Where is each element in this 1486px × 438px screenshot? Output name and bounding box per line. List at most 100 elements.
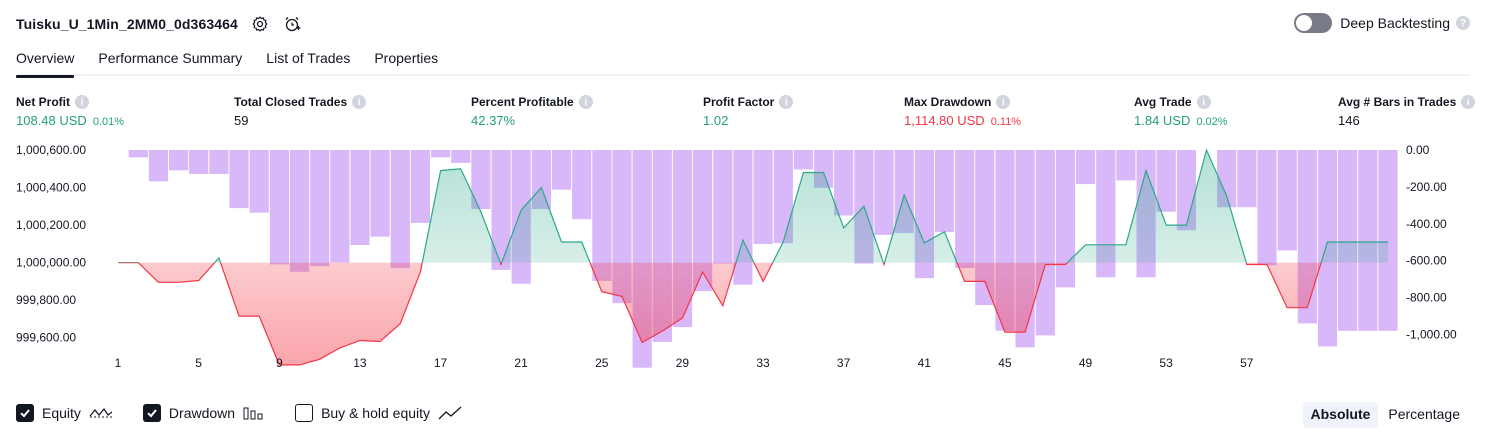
drawdown-bar xyxy=(390,150,410,269)
tab-bar: Overview Performance Summary List of Tra… xyxy=(16,46,1470,78)
absolute-button[interactable]: Absolute xyxy=(1302,402,1379,428)
tab-properties[interactable]: Properties xyxy=(374,50,439,66)
equity-drawdown-chart[interactable]: 1,000,600.00 1,000,400.00 1,000,200.00 1,00… xyxy=(0,138,1486,370)
drawdown-bar xyxy=(1378,150,1398,331)
deep-backtesting-toggle[interactable] xyxy=(1294,13,1333,33)
x-tick-label: 41 xyxy=(918,356,932,370)
y-left-tick-label: 1,000,000.00 xyxy=(16,256,86,270)
metric-net-profit: Net Profit i 108.48 USD 0.01% xyxy=(16,94,124,128)
metric-value: 1,114.80 USD xyxy=(904,113,985,128)
help-icon[interactable]: ? xyxy=(1456,16,1470,30)
help-icon[interactable]: i xyxy=(1461,95,1476,109)
drawdown-bar xyxy=(693,150,713,292)
drawdown-bar xyxy=(733,150,753,285)
drawdown-bar xyxy=(1156,150,1176,212)
x-tick-label: 29 xyxy=(676,356,690,370)
drawdown-bar xyxy=(1237,150,1257,208)
metric-profit-factor: Profit Factor i 1.02 xyxy=(703,94,794,128)
legend-drawdown[interactable]: Drawdown xyxy=(142,404,265,422)
drawdown-bar xyxy=(169,150,189,171)
metric-value: 146 xyxy=(1338,113,1360,128)
metric-label: Avg # Bars in Trades xyxy=(1338,95,1457,109)
equity-line-profit xyxy=(118,148,1388,263)
drawdown-bar xyxy=(350,150,370,245)
drawdown-bar xyxy=(713,150,733,264)
legend-buy-hold[interactable]: Buy & hold equity xyxy=(295,404,462,422)
drawdown-bar xyxy=(370,150,390,237)
drawdown-bar xyxy=(491,150,511,270)
drawdown-bar xyxy=(471,150,491,209)
drawdown-bar xyxy=(269,150,289,265)
x-tick-label: 33 xyxy=(756,356,770,370)
help-icon[interactable]: i xyxy=(75,95,89,109)
chart-legend: Equity Drawdown Buy & hold equity xyxy=(16,404,492,422)
drawdown-bar xyxy=(551,150,572,190)
x-tick-label: 45 xyxy=(998,356,1012,370)
right-axis: 0.00 -200.00 -400.00 -600.00 -800.00 -1,000.0… xyxy=(1406,143,1457,342)
metric-percent-profitable: Percent Profitable i 42.37% xyxy=(471,94,593,128)
drawdown-bar xyxy=(451,150,471,163)
metric-label: Max Drawdown xyxy=(904,95,992,109)
drawdown-bar xyxy=(1076,150,1096,185)
tab-list-of-trades[interactable]: List of Trades xyxy=(266,50,351,66)
y-right-tick-label: -200.00 xyxy=(1406,180,1447,194)
x-axis: 1 5 9 13 17 21 25 29 33 37 41 45 49 53 57 xyxy=(115,356,1254,370)
drawdown-bar xyxy=(229,150,249,209)
drawdown-bar xyxy=(1338,150,1358,331)
x-tick-label: 49 xyxy=(1079,356,1093,370)
x-tick-label: 9 xyxy=(276,356,283,370)
y-right-tick-label: -800.00 xyxy=(1406,291,1447,305)
help-icon[interactable]: i xyxy=(996,95,1011,109)
metric-avg-bars: Avg # Bars in Trades i 146 xyxy=(1338,94,1476,128)
equity-fill-profit xyxy=(118,150,1388,263)
percentage-button[interactable]: Percentage xyxy=(1388,406,1460,422)
drawdown-bar xyxy=(874,150,894,235)
help-icon[interactable]: i xyxy=(1196,95,1211,109)
legend-label: Equity xyxy=(42,405,81,421)
tab-performance-summary[interactable]: Performance Summary xyxy=(98,50,243,66)
gear-icon[interactable] xyxy=(250,14,270,34)
legend-label: Buy & hold equity xyxy=(321,405,431,421)
y-right-tick-label: -400.00 xyxy=(1406,217,1447,231)
strategy-title: Tuisku_U_1Min_2MM0_0d363464 xyxy=(16,16,238,32)
drawdown-bar xyxy=(249,150,269,213)
metric-avg-trade: Avg Trade i 1.84 USD 0.02% xyxy=(1134,94,1228,128)
metric-percent: 0.11% xyxy=(990,116,1022,128)
metric-label: Net Profit xyxy=(16,95,70,109)
deep-backtesting: Deep Backtesting ? xyxy=(1294,13,1470,33)
drawdown-bar xyxy=(310,150,330,267)
metric-percent: 0.02% xyxy=(1196,116,1228,128)
drawdown-bar xyxy=(1358,150,1378,331)
drawdown-bar xyxy=(330,150,350,263)
x-tick-label: 57 xyxy=(1240,356,1254,370)
tab-overview[interactable]: Overview xyxy=(16,46,75,78)
help-icon[interactable]: i xyxy=(779,95,794,109)
x-tick-label: 21 xyxy=(514,356,528,370)
add-alert-icon[interactable] xyxy=(282,14,302,34)
drawdown-bar xyxy=(431,150,451,158)
deep-backtesting-label: Deep Backtesting xyxy=(1340,15,1450,31)
help-icon[interactable]: i xyxy=(578,95,593,109)
drawdown-bar xyxy=(148,150,168,182)
drawdown-checkbox[interactable] xyxy=(142,404,161,422)
legend-label: Drawdown xyxy=(168,405,236,421)
view-mode-switch: Absolute Percentage xyxy=(1301,402,1469,428)
x-tick-label: 17 xyxy=(434,356,448,370)
metric-label: Avg Trade xyxy=(1134,95,1192,109)
drawdown-bar xyxy=(289,150,310,272)
buy-hold-checkbox[interactable] xyxy=(295,404,314,422)
x-tick-label: 53 xyxy=(1159,356,1173,370)
drawdown-bar xyxy=(1035,150,1055,336)
x-tick-label: 37 xyxy=(837,356,851,370)
drawdown-bar xyxy=(1277,150,1297,251)
y-right-tick-label: 0.00 xyxy=(1406,143,1430,157)
left-axis: 1,000,600.00 1,000,400.00 1,000,200.00 1,00… xyxy=(16,143,86,345)
metric-max-drawdown: Max Drawdown i 1,114.80 USD 0.11% xyxy=(904,94,1021,128)
help-icon[interactable]: i xyxy=(352,95,367,109)
equity-fill xyxy=(118,150,1388,365)
metric-value: 1.84 USD xyxy=(1134,113,1191,128)
legend-equity[interactable]: Equity xyxy=(16,404,113,422)
drawdown-bar xyxy=(773,150,793,244)
x-tick-label: 5 xyxy=(195,356,202,370)
equity-checkbox[interactable] xyxy=(16,404,34,422)
